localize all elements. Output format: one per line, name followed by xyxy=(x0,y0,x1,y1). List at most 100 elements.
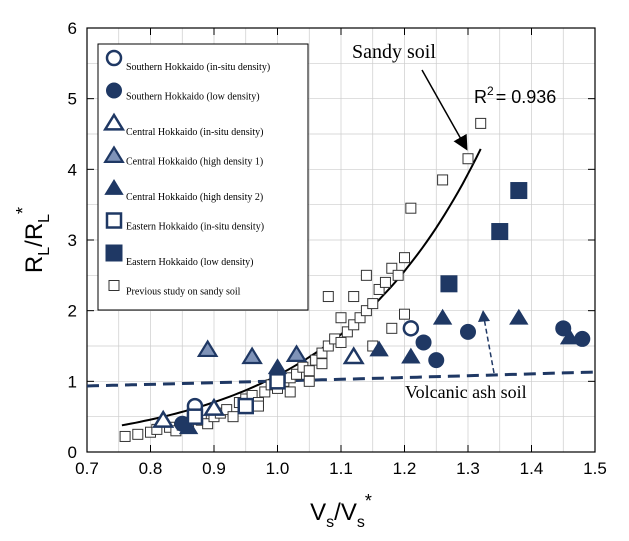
data-point xyxy=(316,347,328,359)
data-point xyxy=(291,368,303,380)
legend-label: Eastern Hokkaido (low density) xyxy=(126,257,253,268)
sandy-soil-arrow xyxy=(421,69,468,151)
data-point xyxy=(341,326,353,338)
data-point xyxy=(119,430,131,442)
data-point xyxy=(132,428,144,440)
volcanic-ash-soil-pointer-head xyxy=(478,310,490,322)
y-tick-label: 6 xyxy=(68,19,77,38)
x-axis-label: Vs/Vs* xyxy=(310,491,372,531)
y-tick-label: 2 xyxy=(68,302,77,321)
data-point xyxy=(322,291,334,303)
x-tick-label: 1.3 xyxy=(456,459,480,478)
x-tick-label: 1.4 xyxy=(520,459,544,478)
data-point xyxy=(335,312,347,324)
legend-label: Previous study on sandy soil xyxy=(126,287,241,298)
data-point xyxy=(285,344,308,362)
legend-label: Southern Hokkaido (in-situ density) xyxy=(126,62,270,73)
data-point xyxy=(342,346,365,365)
data-point xyxy=(348,291,360,303)
legend-marker xyxy=(108,280,120,291)
data-point xyxy=(460,323,476,340)
data-point xyxy=(428,352,445,369)
data-point xyxy=(322,340,334,352)
data-point xyxy=(202,397,226,416)
y-tick-label: 0 xyxy=(68,443,77,462)
data-point xyxy=(509,308,529,325)
data-point xyxy=(392,269,404,281)
legend-label: Eastern Hokkaido (in-situ density) xyxy=(126,222,264,233)
x-tick-label: 1.1 xyxy=(329,459,353,478)
data-point xyxy=(335,336,347,348)
y-tick-label: 4 xyxy=(68,160,77,179)
data-point xyxy=(399,252,410,264)
legend-marker xyxy=(105,49,123,67)
data-point xyxy=(241,346,263,365)
data-points xyxy=(119,117,591,442)
data-point xyxy=(348,319,360,331)
data-point xyxy=(373,283,385,295)
data-point xyxy=(267,358,288,375)
legend-label: Southern Hokkaido (low density) xyxy=(126,92,260,103)
data-point xyxy=(379,276,391,288)
data-point xyxy=(555,320,572,337)
legend: Southern Hokkaido (in-situ density) South… xyxy=(97,43,309,311)
volcanic-ash-fit-curve xyxy=(86,370,596,388)
volcanic-ash-soil-label: Volcanic ash soil xyxy=(405,382,527,402)
data-point xyxy=(405,202,417,214)
data-point xyxy=(462,153,474,165)
data-point xyxy=(432,308,453,325)
y-tick-label: 3 xyxy=(68,231,77,250)
data-point xyxy=(303,375,315,387)
data-point xyxy=(360,269,372,281)
sandy-soil-label: Sandy soil xyxy=(352,41,436,63)
data-point xyxy=(399,308,410,320)
data-point xyxy=(152,409,175,428)
x-tick-label: 1.2 xyxy=(393,459,417,478)
legend-label: Central Hokkaido (high density 2) xyxy=(126,192,263,203)
legend-label: Central Hokkaido (high density 1) xyxy=(126,157,263,168)
x-tick-label: 1.5 xyxy=(583,459,607,478)
data-point xyxy=(259,386,271,398)
data-point xyxy=(386,262,398,274)
data-point xyxy=(491,223,509,241)
data-point xyxy=(437,174,449,186)
data-point xyxy=(252,400,264,412)
data-point xyxy=(269,373,286,390)
data-point xyxy=(237,397,254,415)
data-point xyxy=(386,322,398,334)
data-point xyxy=(227,411,239,423)
y-axis-label: RL/RL* xyxy=(13,207,53,273)
legend-marker xyxy=(106,82,122,99)
legend-marker xyxy=(102,112,126,131)
data-point xyxy=(440,275,458,293)
data-point xyxy=(354,312,366,324)
data-point xyxy=(475,117,487,129)
data-point xyxy=(221,404,233,416)
data-point xyxy=(369,340,389,357)
legend-marker xyxy=(103,145,125,163)
data-point xyxy=(415,334,432,351)
r-squared-label: R2 = 0.936 xyxy=(474,84,556,107)
data-point xyxy=(360,305,372,317)
data-point xyxy=(401,347,421,364)
data-point xyxy=(510,182,528,200)
legend-label: Central Hokkaido (in-situ density) xyxy=(126,127,263,138)
y-tick-label: 5 xyxy=(68,90,77,109)
data-point xyxy=(316,358,328,370)
data-point xyxy=(303,365,315,377)
x-tick-label: 1.0 xyxy=(266,459,290,478)
axis-ticks: 0.7 0.8 0.9 1.0 1.1 1.2 1.3 1.4 1.5 0 1 2 3 4 5 6 xyxy=(68,19,607,478)
x-tick-label: 0.9 xyxy=(202,459,226,478)
volcanic-ash-soil-pointer xyxy=(483,317,495,374)
data-point xyxy=(284,386,296,398)
data-point xyxy=(178,418,199,435)
data-point xyxy=(402,320,420,337)
legend-marker xyxy=(105,212,123,229)
legend-marker xyxy=(105,244,123,262)
legend-marker xyxy=(104,179,124,195)
x-tick-label: 0.8 xyxy=(139,459,163,478)
data-point xyxy=(186,408,204,425)
data-point xyxy=(196,339,219,358)
data-point xyxy=(367,298,379,310)
